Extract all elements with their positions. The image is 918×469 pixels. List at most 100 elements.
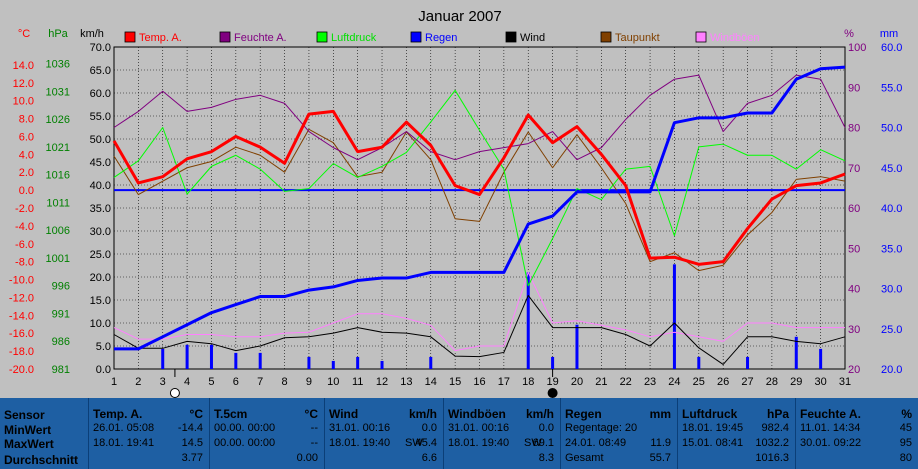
pressure-tick-label: 1021 [46,142,70,154]
stats-value-row: Gesamt 55.7 [565,452,671,465]
stats-value: 3.77 [181,452,203,464]
pressure-tick-label: 991 [52,308,70,320]
wind-tick-label: 55.0 [90,111,111,123]
temp-tick-label: 6.0 [19,131,34,143]
rain-bar [185,344,189,369]
humidity-tick-label: 90 [848,82,860,94]
rain-bar [526,272,530,369]
humidity-unit-label: % [844,28,854,40]
x-tick-label: 4 [184,376,190,388]
x-tick-label: 15 [449,376,461,388]
series-line-temp [112,109,846,266]
legend-swatch [505,31,517,43]
x-tick-label: 10 [327,376,339,388]
stats-column-unit: km/h [408,407,437,421]
stats-value-row: 24.01. 08:49 11.9 [565,437,671,450]
stats-value: 95 [899,437,912,449]
legend-label: Wind [520,32,545,44]
rain-bar [819,348,823,369]
pressure-tick-label: 1006 [46,225,70,237]
stats-value: -- [310,437,318,449]
rain-bar [234,352,238,369]
temp-tick-label: -4.0 [15,221,34,233]
wind-tick-label: 5.0 [96,341,111,353]
x-tick-label: 31 [839,376,851,388]
stats-column-unit: °C [189,407,203,421]
humidity-tick-label: 20 [848,364,860,376]
stats-time: Regentage: 20 [565,422,638,434]
x-tick-label: 28 [766,376,778,388]
temp-tick-label: -6.0 [15,239,34,251]
rain-bar [209,344,213,369]
rain-tick-label: 25.0 [881,324,902,336]
stats-column-unit: °C [304,407,318,421]
x-tick-label: 24 [668,376,680,388]
stats-time: 18.01. 19:40 [448,437,510,449]
min-label: MinWert [4,423,52,437]
rain-bar [697,356,701,369]
stats-value: 1016.3 [755,452,789,464]
rain-bar [380,360,384,369]
x-tick-label: 19 [546,376,558,388]
stats-value: 55.7 [649,452,671,464]
rain-bar [429,356,433,369]
pressure-tick-label: 986 [52,336,70,348]
temp-tick-label: -12.0 [9,292,34,304]
wind-tick-label: 30.0 [90,226,111,238]
weather-chart: Januar 2007 °C hPa km/h % mm Temp. A. Feu… [9,8,902,398]
series-line-dewpoint [113,128,846,272]
temp-tick-label: -10.0 [9,275,34,287]
stats-value: 80 [899,452,912,464]
stats-value-row: 18.01. 19:40 SW 69.1 [448,437,554,450]
rain-bar [161,348,165,369]
wind-tick-label: 10.0 [90,318,111,330]
x-tick-label: 14 [425,376,437,388]
stats-value: 982.4 [761,422,789,434]
legend-label: Luftdruck [331,32,377,44]
stats-column-4: Regen mm Regentage: 20 24.01. 08:49 11.9 Gesa… [560,398,677,469]
stats-value: 14.5 [181,437,203,449]
wind-unit-label: km/h [80,28,104,40]
series-line-wind [113,294,846,365]
chart-legend: Temp. A. Feuchte A. Luftdruck Regen Wind Taup… [124,31,760,44]
legend-label: Taupunkt [615,32,660,44]
x-tick-label: 25 [693,376,705,388]
stats-value-row: 31.01. 00:16 0.0 [448,422,554,435]
stats-value-row: 6.6 [329,452,437,465]
stats-value: 6.6 [421,452,437,464]
grid-lines [114,47,845,369]
x-tick-label: 17 [498,376,510,388]
wind-tick-label: 35.0 [90,203,111,215]
x-tick-label: 23 [644,376,656,388]
rain-bar [258,352,262,369]
wind-tick-label: 50.0 [90,134,111,146]
x-tick-label: 16 [473,376,485,388]
x-tick-label: 30 [815,376,827,388]
stats-value-row: 18.01. 19:40 SW 45.4 [329,437,437,450]
stats-column-5: Luftdruck hPa 18.01. 19:45 982.4 15.01. 08:4… [677,398,795,469]
stats-column-title: Temp. A. [93,407,143,421]
x-tick-label: 1 [111,376,117,388]
temp-tick-label: -18.0 [9,346,34,358]
x-tick-label: 18 [522,376,534,388]
x-tick-label: 2 [135,376,141,388]
temp-tick-label: -2.0 [15,203,34,215]
series-line-rain [114,65,846,351]
wind-tick-label: 60.0 [90,88,111,100]
stats-value-row: 11.01. 14:34 45 [800,422,912,435]
stats-column-1: T.5cm °C 00.00. 00:00 -- 00.00. 00:00 -- 0.00 [209,398,324,469]
stats-value-row: 80 [800,452,912,465]
stats-column-2: Wind km/h 31.01. 00:16 0.0 18.01. 19:40 SW 45.… [324,398,443,469]
wind-tick-label: 15.0 [90,295,111,307]
humidity-tick-label: 60 [848,203,860,215]
x-tick-label: 21 [595,376,607,388]
day-marker [169,388,180,398]
pressure-tick-label: 1031 [46,86,70,98]
temp-tick-label: -8.0 [15,257,34,269]
pressure-tick-label: 1026 [46,114,70,126]
stats-column-header: Temp. A. °C [93,407,203,421]
x-tick-label: 22 [620,376,632,388]
stats-value-row: 31.01. 00:16 0.0 [329,422,437,435]
rain-tick-label: 35.0 [881,243,902,255]
day-markers [169,369,558,398]
